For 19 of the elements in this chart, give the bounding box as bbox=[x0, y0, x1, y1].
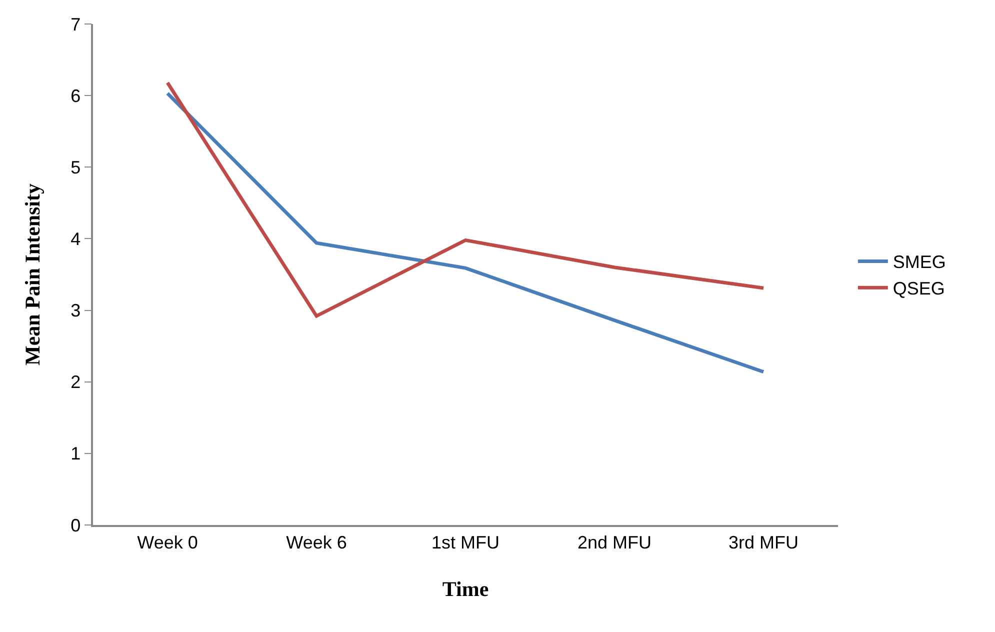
y-tick-label: 0 bbox=[70, 515, 81, 536]
x-axis-title: Time bbox=[442, 577, 489, 602]
x-tick-label: Week 6 bbox=[286, 532, 347, 552]
y-axis-title: Mean Pain Intensity bbox=[20, 183, 44, 366]
x-tick-label: 1st MFU bbox=[431, 532, 500, 552]
y-tick-label: 1 bbox=[70, 444, 81, 464]
y-tick-label: 6 bbox=[70, 86, 81, 106]
line-series bbox=[166, 92, 766, 374]
y-tick-label: 4 bbox=[70, 229, 81, 250]
legend-label: SMEG bbox=[892, 252, 946, 272]
legend-label: QSEG bbox=[892, 278, 945, 299]
y-tick-label: 7 bbox=[70, 14, 81, 34]
y-tick-label: 3 bbox=[70, 300, 81, 321]
x-tick-label: Week 0 bbox=[137, 532, 198, 552]
y-tick-label: 5 bbox=[70, 157, 81, 178]
y-tick-label: 2 bbox=[70, 372, 81, 392]
line-series bbox=[166, 80, 766, 318]
x-tick-label: 2nd MFU bbox=[577, 532, 652, 552]
x-tick-label: 3rd MFU bbox=[728, 532, 799, 552]
